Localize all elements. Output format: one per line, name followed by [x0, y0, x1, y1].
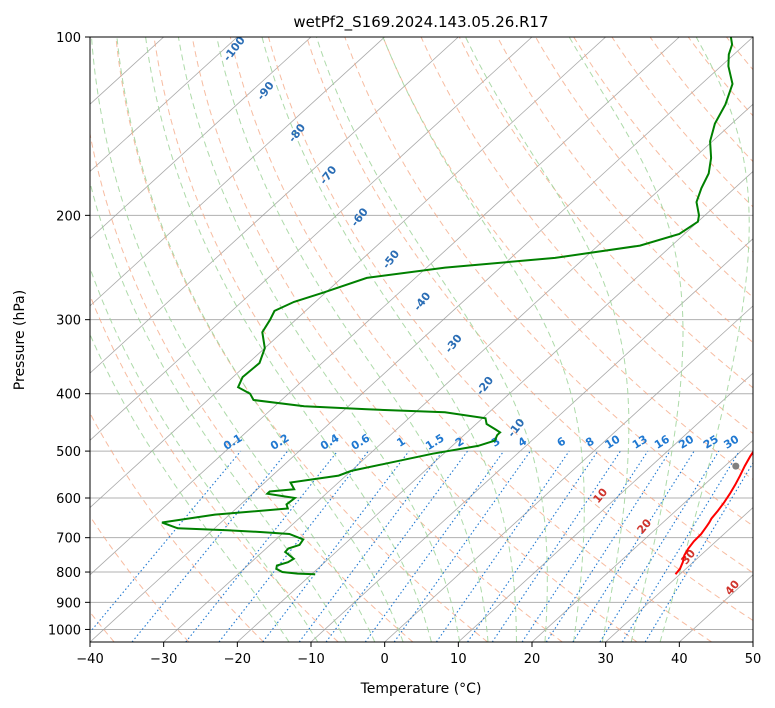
x-tick-label: 40: [671, 652, 688, 667]
y-axis-ticks: 100 200 300 400 500 600 700 800 900 1000: [48, 31, 90, 638]
isotherm-line: [90, 37, 606, 509]
x-tick-label: −40: [76, 652, 103, 667]
isotherm-line: [90, 37, 312, 240]
dry-adiabat-line: [573, 37, 753, 253]
background-lines: [90, 37, 753, 642]
moist-adiabat-line: [465, 37, 630, 642]
isotherm-line: [90, 37, 533, 441]
isotherm-line: [458, 372, 753, 642]
dry-adiabat-line: [229, 37, 712, 642]
y-tick-label: 100: [56, 31, 81, 46]
x-tick-label: −20: [224, 652, 251, 667]
mixing-ratio-line: [131, 450, 289, 642]
dry-adiabat-line: [115, 37, 488, 642]
mixing-ratio-line: [644, 461, 753, 642]
x-tick-label: −30: [150, 652, 177, 667]
moist-adiabat-line: [91, 37, 376, 642]
x-tick-label: 20: [524, 652, 541, 667]
x-tick-label: 0: [381, 652, 389, 667]
temperature-line: [674, 450, 753, 575]
mixing-ratio-line: [435, 450, 570, 642]
dry-adiabat-line: [153, 37, 563, 642]
y-tick-label: 800: [56, 566, 81, 581]
isotherm-line: [237, 170, 753, 642]
isotherm-line: [531, 439, 753, 642]
mixing-ratio-line: [467, 450, 599, 642]
x-tick-label: 30: [597, 652, 614, 667]
profile-lines: [161, 37, 753, 576]
plot-frame: [89, 36, 754, 643]
dry-adiabat-line: [90, 131, 414, 642]
dry-adiabat-line: [458, 37, 753, 389]
y-tick-label: 600: [56, 492, 81, 507]
moist-adiabat-line: [568, 37, 684, 642]
isotherm-line: [163, 103, 753, 642]
dry-adiabat-line: [306, 37, 753, 574]
moist-adiabat-line: [216, 37, 489, 642]
isotherm-line: [90, 37, 385, 307]
mixing-ratio-line: [621, 450, 740, 642]
y-tick-label: 200: [56, 209, 81, 224]
isotherm-line: [90, 37, 459, 374]
moist-adiabat-line: [177, 37, 461, 642]
dry-adiabat-line: [344, 37, 753, 527]
dewpoint-line: [161, 37, 734, 576]
dry-adiabat-line: [268, 37, 753, 622]
plot-area: 0.1 0.2 0.4 0.6 1 1.5 2 3 4 6 8 10 13 16 20 25 30 -100-9…: [89, 34, 754, 643]
dry-adiabat-line: [496, 37, 753, 344]
moist-adiabat-line: [116, 37, 404, 642]
moist-adiabat-line: [90, 333, 290, 642]
dry-adiabat-line: [649, 37, 753, 163]
x-tick-label: 50: [745, 652, 762, 667]
mixing-ratio-line: [572, 450, 695, 642]
moist-adiabat-line: [90, 266, 319, 642]
mixing-ratio-line: [262, 450, 410, 642]
y-tick-label: 1000: [48, 623, 81, 638]
mixing-ratio-line: [393, 450, 531, 642]
y-tick-label: 900: [56, 596, 81, 611]
mixing-ratio-line: [364, 450, 505, 642]
parcel-marker: [732, 462, 740, 470]
moist-adiabat-line: [382, 37, 585, 642]
isotherm-line: [90, 37, 753, 642]
dry-adiabat-line: [90, 412, 264, 642]
y-tick-label: 700: [56, 532, 81, 547]
moist-adiabat-line: [659, 37, 750, 642]
mixing-ratio-line: [90, 450, 242, 634]
y-axis-label: Pressure (hPa): [12, 290, 28, 390]
x-tick-label: −10: [297, 652, 324, 667]
y-tick-label: 500: [56, 445, 81, 460]
isotherm-line: [90, 37, 680, 576]
mixing-ratio-line: [599, 450, 720, 642]
y-tick-label: 400: [56, 388, 81, 403]
x-axis-label: Temperature (°C): [360, 681, 482, 697]
moist-adiabat-line: [145, 37, 432, 642]
x-axis-ticks: −40 −30 −20 −10 0 10 20 30 40 50: [76, 642, 761, 667]
dry-adiabat-line: [90, 293, 339, 642]
chart-title: wetPf2_S169.2024.143.05.26.R17: [293, 13, 548, 32]
isotherm-line: [605, 507, 753, 642]
dry-adiabat-line: [382, 37, 753, 481]
moist-adiabat-line: [261, 37, 517, 642]
isotherm-line: [90, 37, 238, 172]
moist-adiabat-line: [90, 180, 347, 642]
isotherm-line: [384, 305, 753, 642]
mixing-ratio-line: [185, 450, 339, 642]
x-tick-label: 10: [450, 652, 467, 667]
dry-adiabat-line: [420, 37, 753, 435]
y-tick-label: 300: [56, 314, 81, 329]
isotherm-line: [310, 238, 753, 642]
moist-adiabat-line: [315, 37, 548, 642]
